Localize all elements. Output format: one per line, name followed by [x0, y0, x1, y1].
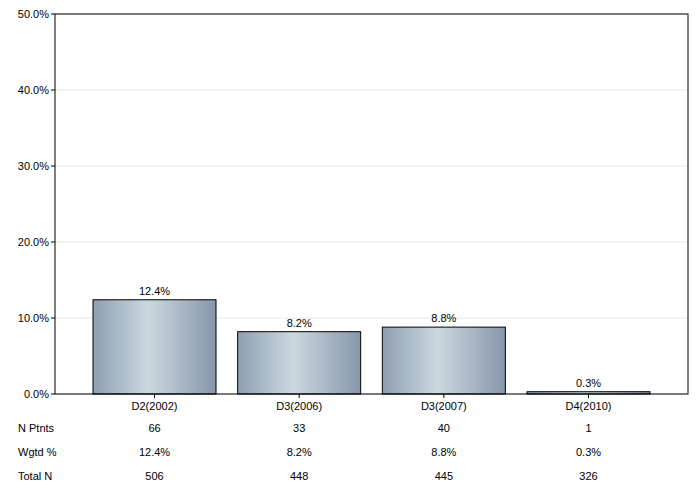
chart: 0.0% 10.0% 20.0% 30.0% 40.0% 50.0% 12.4% 8.2% 8.…	[0, 0, 700, 500]
plot-background	[55, 14, 688, 394]
y-tick	[51, 318, 55, 319]
table-cell: 33	[293, 422, 305, 434]
table-cell: 66	[148, 422, 160, 434]
grid-line	[55, 242, 688, 243]
table-cell: 445	[435, 470, 453, 482]
plot-frame	[55, 14, 688, 394]
y-tick-label: 10.0%	[18, 312, 49, 324]
table-cell: 12.4%	[139, 446, 170, 458]
y-tick-label: 20.0%	[18, 236, 49, 248]
data-label: 8.2%	[287, 317, 312, 329]
bar	[93, 300, 216, 394]
x-tick	[443, 394, 444, 398]
table-cell: 448	[290, 470, 308, 482]
table-cell: 506	[145, 470, 163, 482]
table-cell: 326	[579, 470, 597, 482]
table-cell: 0.3%	[576, 446, 601, 458]
table-cell: 1	[585, 422, 591, 434]
table-cell: 8.8%	[431, 446, 456, 458]
data-label: 0.3%	[576, 377, 601, 389]
y-tick	[51, 166, 55, 167]
table-cell: 40	[438, 422, 450, 434]
bar	[382, 327, 505, 394]
x-tick-label: D4(2010)	[566, 400, 612, 412]
table-row-label: Total N	[18, 470, 52, 482]
x-tick	[154, 394, 155, 398]
y-tick-label: 0.0%	[24, 388, 49, 400]
y-tick	[51, 242, 55, 243]
table-cell: 8.2%	[287, 446, 312, 458]
grid-line	[55, 166, 688, 167]
y-tick	[51, 394, 55, 395]
x-tick	[299, 394, 300, 398]
x-tick-label: D3(2006)	[276, 400, 322, 412]
y-tick-label: 30.0%	[18, 160, 49, 172]
y-tick-label: 50.0%	[18, 8, 49, 20]
table-row-label: N Ptnts	[18, 422, 55, 434]
x-tick-label: D2(2002)	[132, 400, 178, 412]
y-tick-label: 40.0%	[18, 84, 49, 96]
x-tick	[588, 394, 589, 398]
bar	[238, 332, 361, 394]
data-label: 8.8%	[431, 312, 456, 324]
table-row-label: Wgtd %	[18, 446, 57, 458]
data-label: 12.4%	[139, 285, 170, 297]
y-tick	[51, 14, 55, 15]
grid-line	[55, 90, 688, 91]
y-tick	[51, 90, 55, 91]
x-tick-label: D3(2007)	[421, 400, 467, 412]
